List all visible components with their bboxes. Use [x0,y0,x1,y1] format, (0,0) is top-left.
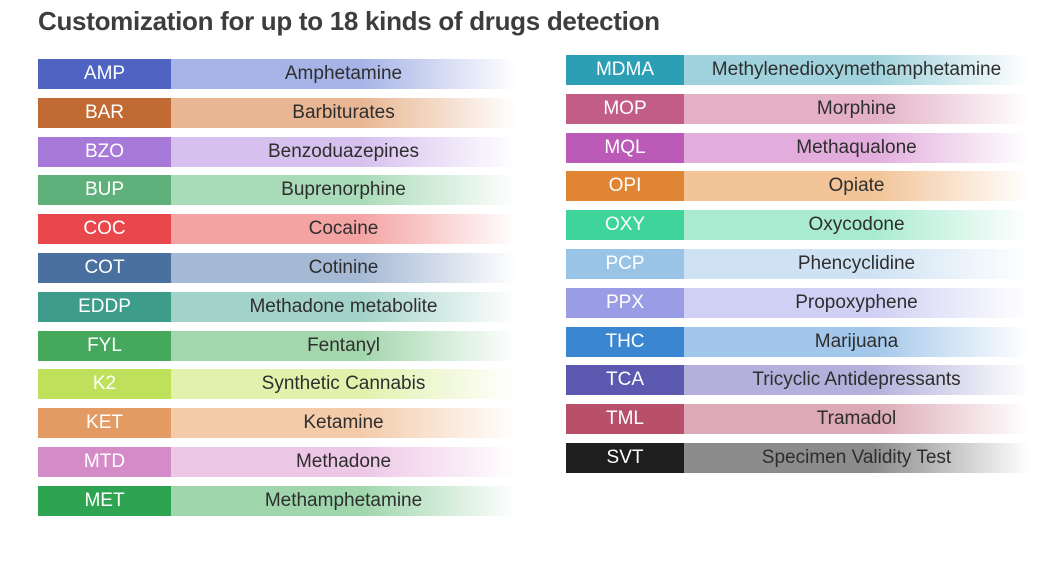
drug-row: FYL Fentanyl [38,330,516,361]
drug-name-label: Methamphetamine [171,485,516,516]
drug-code-badge: K2 [38,369,171,400]
drug-row: EDDP Methadone metabolite [38,291,516,322]
drug-name-label: Specimen Validity Test [684,443,1029,473]
page-title: Customization for up to 18 kinds of drug… [38,6,660,36]
drug-row: TCA Tricyclic Antidepressants [566,365,1029,396]
drug-code-badge: MQL [566,132,684,163]
drug-code-badge: PPX [566,287,684,318]
drug-name-label: Cocaine [171,214,516,245]
drug-row: SVT Specimen Validity Test [566,443,1029,473]
drug-name-label: Synthetic Cannabis [171,369,516,400]
drug-code-badge: TML [566,404,684,435]
drug-row: AMP Amphetamine [38,59,516,89]
drug-name-label: Methylenedioxymethamphetamine [684,55,1029,85]
drug-code-badge: MDMA [566,55,684,85]
drug-row: K2 Synthetic Cannabis [38,369,516,400]
drug-code-badge: EDDP [38,291,171,322]
drug-row: THC Marijuana [566,326,1029,357]
drug-name-label: Oxycodone [684,210,1029,241]
drug-row: TML Tramadol [566,404,1029,435]
drug-code-badge: COT [38,253,171,283]
drug-row: MET Methamphetamine [38,485,516,516]
drug-row: OPI Opiate [566,171,1029,202]
drug-code-badge: AMP [38,59,171,89]
drug-name-label: Marijuana [684,326,1029,357]
drug-row: KET Ketamine [38,408,516,439]
drug-code-badge: BUP [38,175,171,206]
drug-code-badge: MET [38,485,171,516]
drug-code-badge: MTD [38,447,171,477]
drug-name-label: Barbiturates [171,97,516,128]
drug-row: COC Cocaine [38,214,516,245]
drug-row: BZO Benzoduazepines [38,136,516,167]
drug-row: MOP Morphine [566,93,1029,124]
drug-code-badge: SVT [566,443,684,473]
drug-code-badge: OPI [566,171,684,202]
drug-row: MQL Methaqualone [566,132,1029,163]
drug-row: PPX Propoxyphene [566,287,1029,318]
drug-code-badge: PCP [566,249,684,279]
drug-name-label: Amphetamine [171,59,516,89]
drug-code-badge: OXY [566,210,684,241]
drug-row: BAR Barbiturates [38,97,516,128]
drug-name-label: Morphine [684,93,1029,124]
drug-name-label: Tricyclic Antidepressants [684,365,1029,396]
drug-name-label: Buprenorphine [171,175,516,206]
drug-row: COT Cotinine [38,253,516,283]
drug-row: MTD Methadone [38,447,516,477]
drug-code-badge: BAR [38,97,171,128]
drug-row: MDMA Methylenedioxymethamphetamine [566,55,1029,85]
drug-code-badge: BZO [38,136,171,167]
drug-row: PCP Phencyclidine [566,249,1029,279]
drug-code-badge: TCA [566,365,684,396]
drug-name-label: Cotinine [171,253,516,283]
drug-row: BUP Buprenorphine [38,175,516,206]
drug-row: OXY Oxycodone [566,210,1029,241]
drug-name-label: Opiate [684,171,1029,202]
drug-name-label: Phencyclidine [684,249,1029,279]
drug-name-label: Propoxyphene [684,287,1029,318]
drug-code-badge: MOP [566,93,684,124]
drug-code-badge: KET [38,408,171,439]
drug-code-badge: COC [38,214,171,245]
drug-name-label: Methadone metabolite [171,291,516,322]
drug-name-label: Benzoduazepines [171,136,516,167]
drug-name-label: Ketamine [171,408,516,439]
drug-name-label: Tramadol [684,404,1029,435]
drug-name-label: Fentanyl [171,330,516,361]
drug-code-badge: THC [566,326,684,357]
drug-name-label: Methaqualone [684,132,1029,163]
drug-name-label: Methadone [171,447,516,477]
drug-code-badge: FYL [38,330,171,361]
